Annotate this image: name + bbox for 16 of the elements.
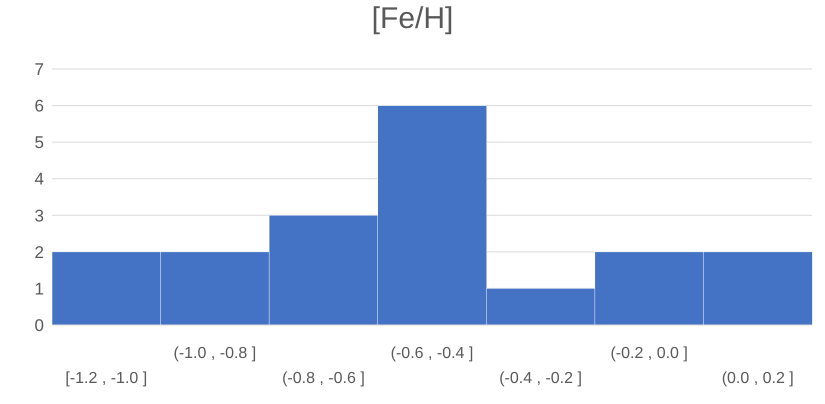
x-tick-label: (-0.8 , -0.6 ] [282,370,365,387]
chart-title: [Fe/H] [370,2,454,36]
x-tick-label: [-1.2 , -1.0 ] [65,370,148,387]
y-tick-label: 0 [34,316,44,336]
x-tick-label: (-0.4 , -0.2 ] [499,370,582,387]
y-tick-label: 4 [34,170,44,189]
x-tick-label: (-0.6 , -0.4 ] [390,345,474,362]
x-tick-label: (-0.2 , 0.0 ] [610,345,688,362]
y-tick-label: 3 [34,206,44,226]
x-tick-label: (-1.0 , -0.8 ] [174,345,256,362]
x-tick-label: (0.0 , 0.2 ] [722,370,794,387]
y-tick-label: 5 [34,133,44,152]
y-tick-label: 7 [34,60,44,80]
y-tick-label: 2 [34,242,44,262]
y-tick-label: 6 [34,96,44,116]
y-tick-label: 1 [34,279,44,298]
